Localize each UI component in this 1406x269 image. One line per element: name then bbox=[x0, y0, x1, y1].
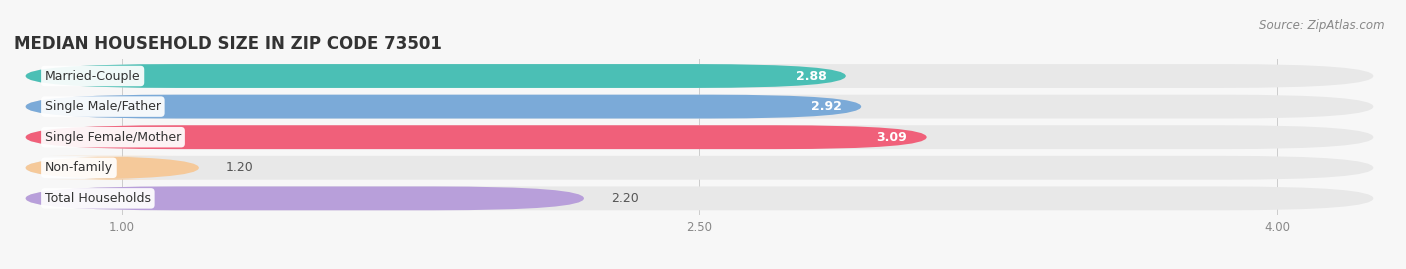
Text: Non-family: Non-family bbox=[45, 161, 112, 174]
Text: 1.20: 1.20 bbox=[226, 161, 253, 174]
Text: 2.88: 2.88 bbox=[796, 69, 827, 83]
Text: Single Male/Father: Single Male/Father bbox=[45, 100, 160, 113]
Text: Married-Couple: Married-Couple bbox=[45, 69, 141, 83]
FancyBboxPatch shape bbox=[25, 186, 1374, 210]
Text: 2.20: 2.20 bbox=[612, 192, 638, 205]
Text: MEDIAN HOUSEHOLD SIZE IN ZIP CODE 73501: MEDIAN HOUSEHOLD SIZE IN ZIP CODE 73501 bbox=[14, 36, 441, 54]
FancyBboxPatch shape bbox=[25, 156, 1374, 180]
Text: Total Households: Total Households bbox=[45, 192, 150, 205]
Text: Source: ZipAtlas.com: Source: ZipAtlas.com bbox=[1260, 19, 1385, 32]
Text: Single Female/Mother: Single Female/Mother bbox=[45, 131, 181, 144]
FancyBboxPatch shape bbox=[25, 64, 846, 88]
FancyBboxPatch shape bbox=[25, 95, 1374, 119]
FancyBboxPatch shape bbox=[25, 156, 198, 180]
FancyBboxPatch shape bbox=[25, 186, 583, 210]
FancyBboxPatch shape bbox=[25, 64, 1374, 88]
FancyBboxPatch shape bbox=[25, 125, 1374, 149]
Text: 3.09: 3.09 bbox=[877, 131, 907, 144]
FancyBboxPatch shape bbox=[25, 125, 927, 149]
Text: 2.92: 2.92 bbox=[811, 100, 842, 113]
FancyBboxPatch shape bbox=[25, 95, 862, 119]
